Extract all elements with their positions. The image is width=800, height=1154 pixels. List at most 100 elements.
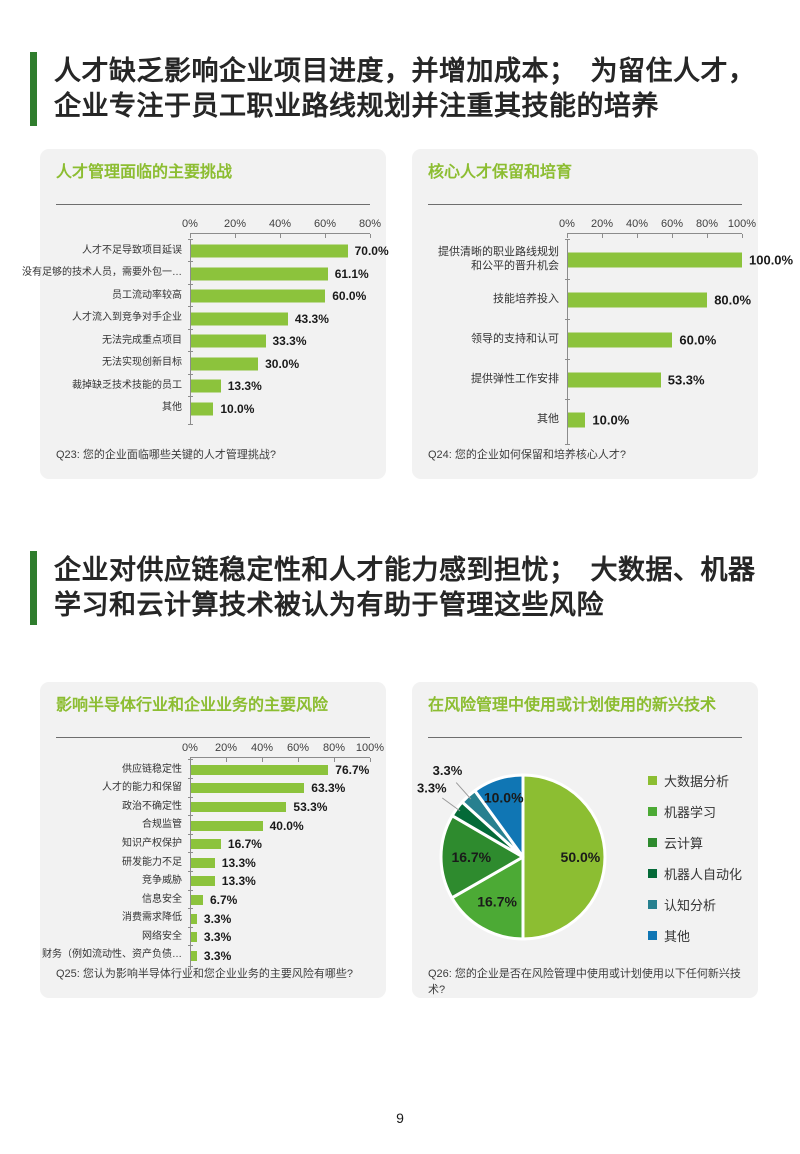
bar [191, 402, 214, 416]
bar-value-label: 40.0% [269, 818, 304, 833]
axis-tick-label: 100% [727, 217, 757, 230]
axis-tick-label: 0% [182, 741, 198, 754]
bar-value-label: 13.3% [221, 874, 256, 889]
bar-category-label: 合规监管 [56, 816, 190, 835]
bar-zone: 70.0% [188, 239, 389, 263]
bar [191, 244, 348, 258]
chart-footnote: Q23: 您的企业面临哪些关键的人才管理挑战? [56, 448, 277, 461]
axis-tick-mark [334, 757, 335, 762]
chart-title: 影响半导体行业和企业业务的主要风险 [56, 697, 329, 715]
bar-value-label: 33.3% [272, 334, 307, 349]
bar [191, 267, 328, 281]
axis-end [188, 419, 193, 425]
bar-zone: 13.3% [188, 871, 370, 891]
bar-category-label: 竞争威胁 [56, 872, 190, 891]
axis-end [565, 439, 570, 445]
axis-tick-label: 80% [322, 741, 346, 754]
legend-swatch [648, 776, 657, 786]
pie-slice-5 [473, 773, 525, 859]
legend-label: 机器人自动化 [664, 867, 743, 883]
legend-swatch [648, 931, 657, 941]
charts-row-1: 人才管理面临的主要挑战 0% 20% 40% 60% 80% 人才不足导致项目延误 70.0… [22, 149, 793, 480]
bar-row: 消费需求降低 3.3% [56, 908, 370, 928]
title-divider [428, 203, 742, 205]
bar-category-label: 人才不足导致项目延误 [56, 240, 190, 263]
bar-zone: 100.0% [565, 238, 793, 280]
axis-tick-mark [742, 233, 743, 238]
axis-tick-label: 40% [250, 741, 274, 754]
bar-row: 信息安全 6.7% [56, 889, 370, 910]
bar-row: 合规监管 40.0% [56, 815, 370, 835]
legend-label: 云计算 [664, 836, 704, 852]
bar-row: 裁掉缺乏技术技能的员工 13.3% [56, 374, 370, 398]
bar-row: 无法完成重点项目 33.3% [56, 329, 370, 353]
bar-value-label: 13.3% [221, 855, 256, 870]
bar-value-label: 61.1% [334, 266, 369, 281]
bar-category-label: 网络安全 [56, 928, 190, 947]
chart-title: 核心人才保留和培育 [428, 164, 573, 182]
bar-row: 供应链稳定性 76.7% [56, 759, 370, 780]
bar [191, 312, 288, 326]
pie-slice-0 [521, 773, 607, 941]
bar-value-label: 10.0% [220, 401, 255, 416]
axis-tick-label: 60% [286, 741, 310, 754]
bar [191, 839, 221, 850]
bar-zone: 16.7% [188, 833, 370, 854]
bar-value-label: 3.3% [203, 930, 232, 945]
bar [191, 894, 203, 905]
legend-swatch [648, 869, 657, 879]
bar-zone: 13.3% [188, 852, 370, 873]
bar-zone: 63.3% [188, 778, 370, 798]
bar-category-text: 竞争威胁 [142, 875, 182, 887]
bar-category-text: 网络安全 [142, 930, 182, 942]
axis-tick-mark [226, 757, 227, 762]
axis-tick-mark [370, 233, 371, 238]
axis-tick-mark [370, 757, 371, 762]
bar-zone: 33.3% [188, 329, 370, 353]
spacer [40, 479, 760, 551]
bar-category-label: 消费需求降低 [56, 909, 190, 928]
bar-row: 竞争威胁 13.3% [56, 871, 370, 891]
legend-swatch [648, 807, 657, 817]
bar-category-text: 领导的支持和认可 [471, 333, 559, 346]
chart-card-talent-retention: 核心人才保留和培育 0% 20% 40% 60% 80% 100% 提供清晰的职业路线规划和… [412, 149, 793, 480]
bar-row: 人才的能力和保留 63.3% [56, 778, 370, 798]
bar-category-text: 人才的能力和保留 [102, 782, 182, 794]
bar-row: 没有足够的技术人员，需要外包一… 61.1% [22, 261, 370, 285]
bar-zone: 3.3% [188, 908, 370, 928]
pie-data-label: 10.0% [484, 790, 524, 806]
bar-category-label: 技能培养投入 [428, 280, 567, 320]
bar-category-label: 提供弹性工作安排 [428, 360, 567, 400]
bar [191, 764, 329, 775]
axis-tick-mark [298, 757, 299, 762]
bar-category-label: 裁掉缺乏技术技能的员工 [56, 375, 190, 398]
bar-zone: 10.0% [565, 398, 742, 440]
chart-footnote: Q25: 您认为影响半导体行业和您企业业务的主要风险有哪些? [56, 967, 354, 980]
pie-data-label: 50.0% [561, 849, 601, 865]
axis-tick-label: 20% [590, 217, 614, 230]
bar [568, 412, 586, 428]
pie-data-label: 3.3% [433, 763, 463, 778]
bar-category-text: 其他 [162, 402, 182, 414]
legend-item-4: 认知分析 [648, 889, 742, 920]
bar-category-text: 其他 [537, 413, 559, 426]
bar-category-label: 无法实现创新目标 [56, 352, 190, 375]
bar-category-label: 无法完成重点项目 [56, 330, 190, 353]
axis-tick-mark [325, 233, 326, 238]
bar-category-text: 人才不足导致项目延误 [82, 244, 182, 256]
pie-slice-2 [439, 814, 525, 900]
bar-category-text: 供应链稳定性 [122, 763, 182, 775]
bar-category-label: 没有足够的技术人员，需要外包一… [22, 262, 190, 285]
bar-value-label: 53.3% [667, 372, 705, 388]
bar-row: 员工流动率较高 60.0% [56, 284, 370, 308]
bar-row: 无法实现创新目标 30.0% [56, 351, 370, 375]
bar-zone: 40.0% [188, 815, 370, 835]
chart-footnote: Q24: 您的企业如何保留和培养核心人才? [428, 448, 627, 461]
chart-card-talent-challenges: 人才管理面临的主要挑战 0% 20% 40% 60% 80% 人才不足导致项目延误 70.0… [22, 149, 389, 480]
bar-category-text: 知识产权保护 [122, 837, 182, 849]
axis-tick-label: 40% [268, 217, 292, 230]
pie-chart: 50.0% 16.7% 16.7% 3.3% 3.3% 10.0% [417, 763, 607, 941]
bar-row: 人才流入到竞争对手企业 43.3% [56, 306, 370, 330]
bar-value-label: 60.0% [679, 332, 717, 348]
bar-value-label: 3.3% [203, 911, 232, 926]
